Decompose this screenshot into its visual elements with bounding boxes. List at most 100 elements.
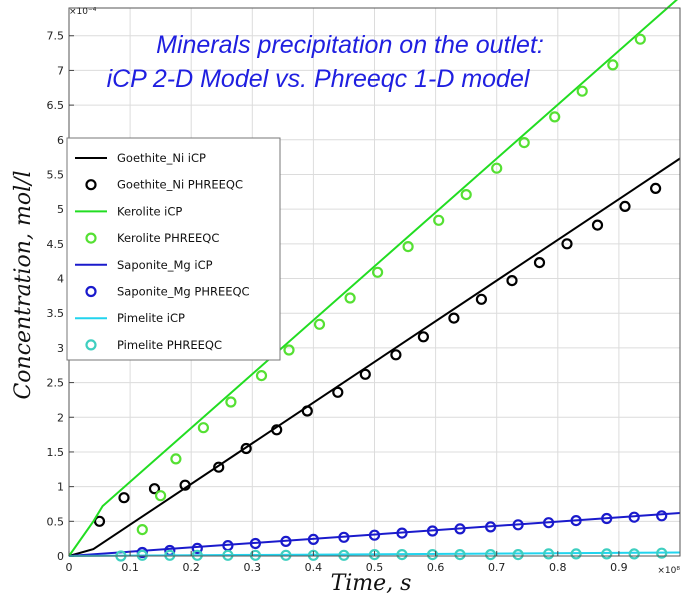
kerolite-phreeqc-point (225, 396, 237, 408)
pimelite-phreeqc-point (222, 549, 234, 561)
series-saponite-mg-icp (68, 512, 681, 557)
saponite-mg-phreeqc-point (542, 517, 555, 529)
legend-label-pimelite-icp: Pimelite iCP (117, 311, 185, 325)
legend-swatch-saponite-mg-phreeqc (85, 285, 97, 298)
legend-label-kerolite-phreeqc: Kerolite PHREEQC (117, 231, 219, 245)
series-goethite-ni-icp (68, 157, 681, 557)
y-tick-label: 1 (57, 481, 64, 494)
pimelite-phreeqc-point (191, 549, 203, 561)
saponite-mg-phreeqc-point (656, 510, 668, 522)
saponite-mg-phreeqc-point (338, 531, 350, 543)
y-tick-label: 3 (57, 342, 64, 355)
kerolite-phreeqc-point (313, 318, 326, 330)
goethite-ni-phreeqc-point (301, 405, 313, 417)
tick-layer: 0 0.1 0.2 0.3 0.4 0.5 0.6 0.7 0.8 0.9 0 0.5 1 1.5 2 2.5… (47, 30, 628, 574)
series-layer (68, 0, 681, 562)
kerolite-phreeqc-point (460, 189, 472, 201)
legend-label-saponite-mg-phreeqc: Saponite_Mg PHREEQC (117, 285, 250, 299)
chart-title-line-2: iCP 2-D Model vs. Phreeqc 1-D model (107, 65, 531, 93)
legend-box (66, 137, 281, 361)
x-tick-label: 0.8 (549, 561, 567, 574)
y-tick-label: 3.5 (47, 307, 65, 320)
saponite-mg-phreeqc-point (512, 519, 524, 531)
pimelite-phreeqc-point (570, 548, 582, 560)
kerolite-phreeqc-point (549, 111, 561, 123)
goethite-ni-phreeqc-point (271, 424, 283, 436)
x-axis-label: Time, s (331, 571, 412, 596)
goethite-ni-phreeqc-point (179, 479, 191, 491)
saponite-mg-phreeqc-point (485, 521, 497, 533)
y-tick-label: 0.5 (47, 515, 65, 528)
kerolite-icp-line (68, 0, 678, 557)
y-axis-label: Concentration, mol/l (11, 170, 36, 399)
chart-title-line-1: Minerals precipitation on the outlet: (156, 31, 544, 59)
y-tick-label: 6.5 (47, 99, 65, 112)
series-goethite-ni-phreeqc (93, 182, 662, 527)
kerolite-phreeqc-point (170, 453, 182, 465)
x-tick-label: 0.6 (427, 561, 445, 574)
x-tick-label: 0.7 (488, 561, 506, 574)
kerolite-phreeqc-point (634, 33, 646, 45)
y-tick-label: 2.5 (47, 377, 65, 390)
goethite-ni-icp-line (68, 157, 681, 557)
goethite-ni-phreeqc-point (390, 349, 402, 361)
y-tick-label: 0 (57, 550, 64, 563)
saponite-mg-phreeqc-point (454, 523, 466, 535)
legend-swatch-goethite-ni-phreeqc (85, 179, 97, 191)
goethite-ni-phreeqc-point (506, 275, 518, 287)
x-tick-label: 0 (66, 561, 73, 574)
saponite-mg-phreeqc-point (628, 511, 640, 523)
kerolite-phreeqc-point (433, 214, 445, 226)
x-tick-label: 0.3 (244, 561, 262, 574)
series-kerolite-icp (68, 0, 678, 557)
x-tick-label: 0.4 (305, 561, 323, 574)
y-tick-label: 1.5 (47, 446, 65, 459)
pimelite-phreeqc-point (601, 548, 613, 560)
goethite-ni-phreeqc-point (649, 182, 662, 194)
pimelite-phreeqc-point (307, 549, 319, 561)
legend-swatch-pimelite-phreeqc (85, 339, 97, 351)
kerolite-phreeqc-point (402, 241, 414, 253)
y-tick-label: 4.5 (47, 238, 65, 251)
y-axis-multiplier: ×10⁻⁴ (69, 7, 97, 17)
saponite-mg-icp-line (68, 512, 681, 557)
x-axis-multiplier: ×10⁸ (657, 566, 680, 576)
kerolite-phreeqc-point (576, 85, 588, 97)
x-tick-label: 0.2 (182, 561, 200, 574)
saponite-mg-phreeqc-point (426, 525, 439, 537)
kerolite-phreeqc-point (283, 344, 295, 356)
legend-label-goethite-ni-phreeqc: Goethite_Ni PHREEQC (117, 178, 243, 192)
saponite-mg-phreeqc-point (570, 514, 582, 527)
y-tick-label: 4 (57, 273, 64, 286)
kerolite-phreeqc-point (136, 523, 148, 536)
saponite-mg-phreeqc-point (249, 537, 261, 550)
goethite-ni-phreeqc-point (533, 257, 546, 269)
pimelite-phreeqc-point (368, 548, 381, 561)
kerolite-phreeqc-point (197, 422, 209, 434)
pimelite-phreeqc-point (454, 548, 466, 561)
y-tick-label: 7 (57, 64, 64, 77)
kerolite-phreeqc-point (344, 292, 356, 304)
goethite-ni-phreeqc-point (148, 483, 161, 495)
legend-swatch-kerolite-phreeqc (85, 232, 97, 244)
kerolite-phreeqc-point (491, 162, 503, 174)
y-tick-label: 5 (57, 203, 64, 216)
pimelite-phreeqc-point (136, 549, 148, 561)
kerolite-phreeqc-point (518, 137, 530, 149)
goethite-ni-phreeqc-point (475, 293, 487, 305)
kerolite-phreeqc-point (155, 490, 167, 502)
x-tick-label: 0.9 (610, 561, 628, 574)
pimelite-phreeqc-point (628, 548, 640, 560)
legend-label-goethite-ni-icp: Goethite_Ni iCP (117, 151, 206, 165)
goethite-ni-phreeqc-point (359, 368, 371, 380)
y-tick-label: 7.5 (47, 30, 65, 43)
series-pimelite-phreeqc (115, 547, 668, 562)
goethite-ni-phreeqc-point (118, 492, 130, 504)
legend-label-pimelite-phreeqc: Pimelite PHREEQC (117, 338, 222, 352)
kerolite-phreeqc-point (607, 59, 619, 71)
saponite-mg-phreeqc-point (307, 533, 319, 546)
pimelite-phreeqc-point (512, 548, 524, 561)
kerolite-phreeqc-point (255, 370, 268, 382)
goethite-ni-phreeqc-point (417, 331, 429, 343)
